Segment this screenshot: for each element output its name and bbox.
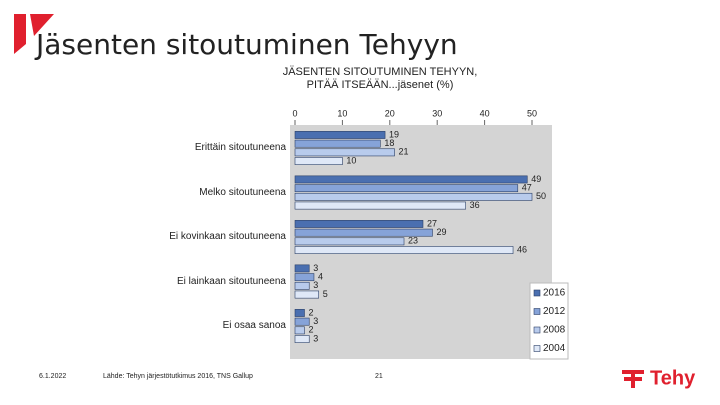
legend-swatch: [533, 345, 541, 352]
logo-mark: [30, 14, 54, 36]
bar: [294, 309, 305, 317]
legend-label: 2004: [543, 343, 566, 354]
category-label: Melko sitoutuneena: [199, 186, 286, 198]
value-label: 2: [308, 325, 313, 335]
x-tick-label: 10: [337, 108, 347, 118]
legend-label: 2008: [543, 325, 566, 336]
value-label: 29: [436, 227, 446, 237]
value-label: 2: [308, 307, 313, 317]
value-label: 47: [522, 183, 532, 193]
legend-swatch: [533, 289, 541, 297]
footer-source: Lähde: Tehyn järjestötutkimus 2016, TNS …: [103, 373, 253, 380]
category-label: Ei kovinkaan sitoutuneena: [169, 231, 286, 242]
logo-text: Tehy: [650, 367, 696, 389]
value-label: 3: [313, 280, 318, 290]
x-tick-label: 20: [385, 108, 395, 118]
bar: [294, 335, 310, 343]
bar: [294, 326, 305, 335]
bar: [294, 184, 519, 193]
value-label: 3: [313, 333, 318, 343]
x-tick-label: 0: [292, 108, 297, 118]
bar: [294, 237, 405, 246]
slide-title: Jäsenten sitoutuminen Tehyyn: [34, 28, 458, 61]
category-label: Erittäin sitoutuneena: [194, 142, 286, 153]
bar: [294, 157, 343, 165]
footer-page: 21: [375, 373, 383, 380]
bar: [294, 317, 310, 326]
legend-label: 2012: [543, 306, 566, 317]
chart-title: JÄSENTEN SITOUTUMINEN TEHYYN, PITÄÄ ITSE…: [282, 66, 478, 91]
value-label: 50: [536, 191, 546, 201]
bar: [294, 192, 533, 201]
value-label: 46: [517, 244, 527, 254]
bar: [294, 246, 514, 254]
bar: [294, 273, 315, 282]
bar: [294, 264, 310, 273]
category-label: Ei lainkaan sitoutuneena: [177, 275, 286, 287]
value-label: 21: [399, 147, 409, 157]
bar: [294, 139, 381, 148]
value-label: 3: [313, 316, 318, 326]
bar: [294, 201, 466, 210]
x-tick-label: 40: [480, 108, 490, 118]
value-label: 10: [346, 155, 356, 165]
bar: [294, 220, 424, 228]
logo-mark: [14, 14, 26, 54]
bar: [294, 148, 395, 157]
footer-date: 6.1.2022: [39, 373, 66, 380]
value-label: 23: [408, 236, 418, 246]
bar: [294, 228, 433, 237]
value-label: 5: [323, 289, 328, 299]
value-label: 49: [531, 174, 541, 184]
bar: [294, 131, 386, 139]
bar: [294, 175, 528, 184]
x-tick-label: 50: [527, 108, 537, 118]
value-label: 18: [384, 138, 394, 148]
x-tick-label: 30: [432, 108, 442, 118]
legend-swatch: [533, 308, 541, 315]
legend-swatch: [533, 326, 541, 334]
value-label: 19: [389, 129, 399, 139]
value-label: 36: [470, 200, 480, 210]
value-label: 3: [313, 263, 318, 273]
tehy-logo: Tehy: [622, 367, 696, 389]
category-label: Ei osaa sanoa: [222, 320, 286, 331]
bar: [294, 281, 310, 290]
legend-label: 2016: [543, 288, 566, 299]
value-label: 27: [427, 218, 437, 228]
bar: [294, 290, 320, 299]
value-label: 4: [318, 272, 323, 282]
